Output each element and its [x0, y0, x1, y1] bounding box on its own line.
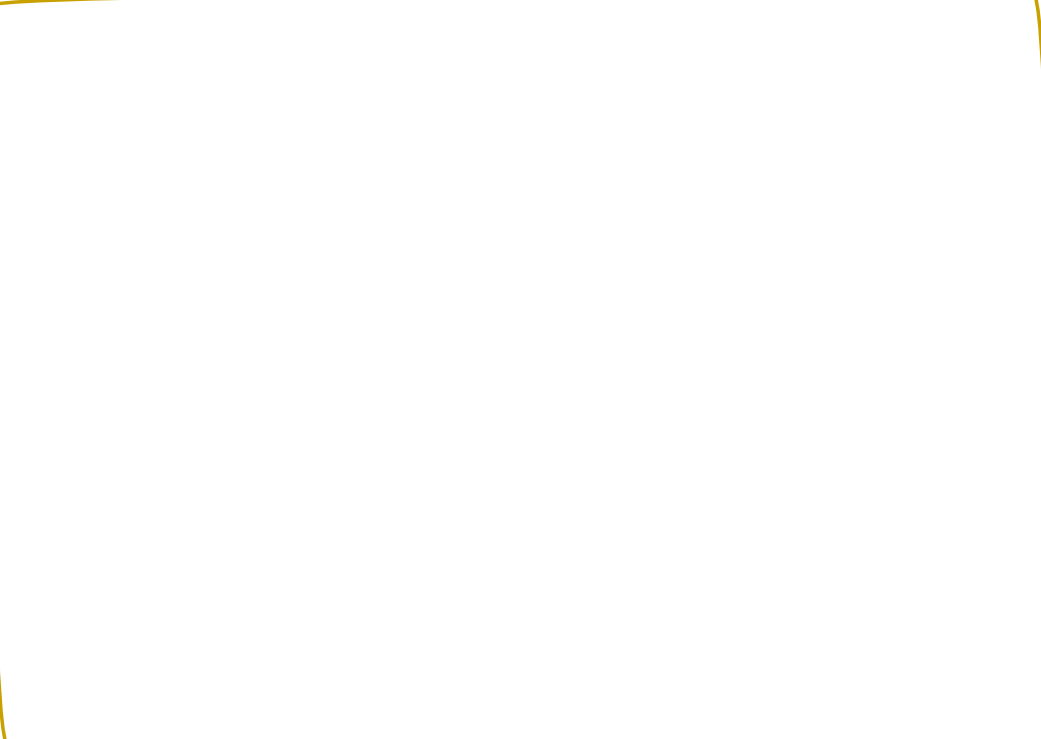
X-axis label: Time (days): Time (days) — [508, 720, 606, 735]
Text: b: b — [185, 472, 198, 491]
Y-axis label: Conversion (%): Conversion (%) — [58, 188, 73, 314]
Text: Figure 2: Figure 2 — [29, 664, 81, 675]
Text: a: a — [185, 71, 198, 89]
FancyBboxPatch shape — [12, 612, 98, 727]
X-axis label: Time (days): Time (days) — [508, 472, 606, 488]
Text: Conversion of esterification reaction of oleic acid to methyl oleate with methan: Conversion of esterification reaction of… — [110, 597, 942, 680]
Y-axis label: Conversion (%): Conversion (%) — [58, 516, 73, 641]
